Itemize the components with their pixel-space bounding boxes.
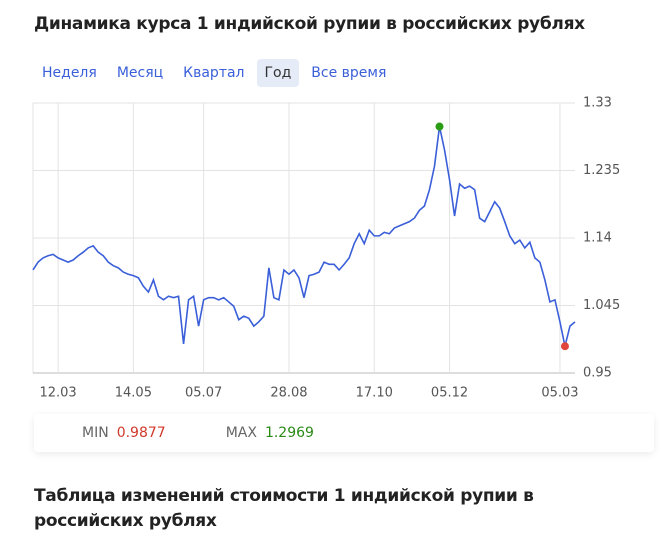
y-tick-label: 1.235 <box>583 163 620 178</box>
min-label: MIN <box>82 425 109 441</box>
y-tick-label: 1.045 <box>583 298 620 313</box>
max-label: MAX <box>225 425 257 441</box>
section-title: Таблица изменений стоимости 1 индийской … <box>34 486 534 531</box>
min-value: 0.9877 <box>116 425 166 441</box>
y-tick-label: 1.14 <box>583 231 612 246</box>
tab[interactable]: Все время <box>311 65 387 81</box>
line-series <box>32 126 576 347</box>
y-tick-label: 1.33 <box>583 96 612 111</box>
max-point <box>435 122 444 131</box>
x-tick-label: 05.03 <box>541 386 578 401</box>
x-tick-label: 05.12 <box>431 386 468 401</box>
x-tick-label: 12.03 <box>39 386 76 401</box>
tab[interactable]: Год <box>256 59 300 87</box>
period-tabs: Неделя Месяц Квартал Год Все время <box>34 59 394 87</box>
x-tick-label: 17.10 <box>356 386 393 401</box>
chart: 0.95 1.045 1.14 1.235 1.33 12.03 14.05 05.07 28.… <box>32 96 620 401</box>
chart-title: Динамика курса 1 индийской рупии в росси… <box>34 14 585 34</box>
stats-box: MIN 0.9877 MAX 1.2969 <box>34 414 654 452</box>
y-tick-label: 0.95 <box>583 366 612 381</box>
tab[interactable]: Квартал <box>183 65 245 81</box>
tab[interactable]: Месяц <box>116 65 164 81</box>
min-point <box>560 342 569 351</box>
x-tick-label: 14.05 <box>115 386 152 401</box>
x-tick-label: 05.07 <box>185 386 222 401</box>
x-tick-label: 28.08 <box>270 386 307 401</box>
max-value: 1.2969 <box>264 425 314 441</box>
tab[interactable]: Неделя <box>42 65 97 81</box>
